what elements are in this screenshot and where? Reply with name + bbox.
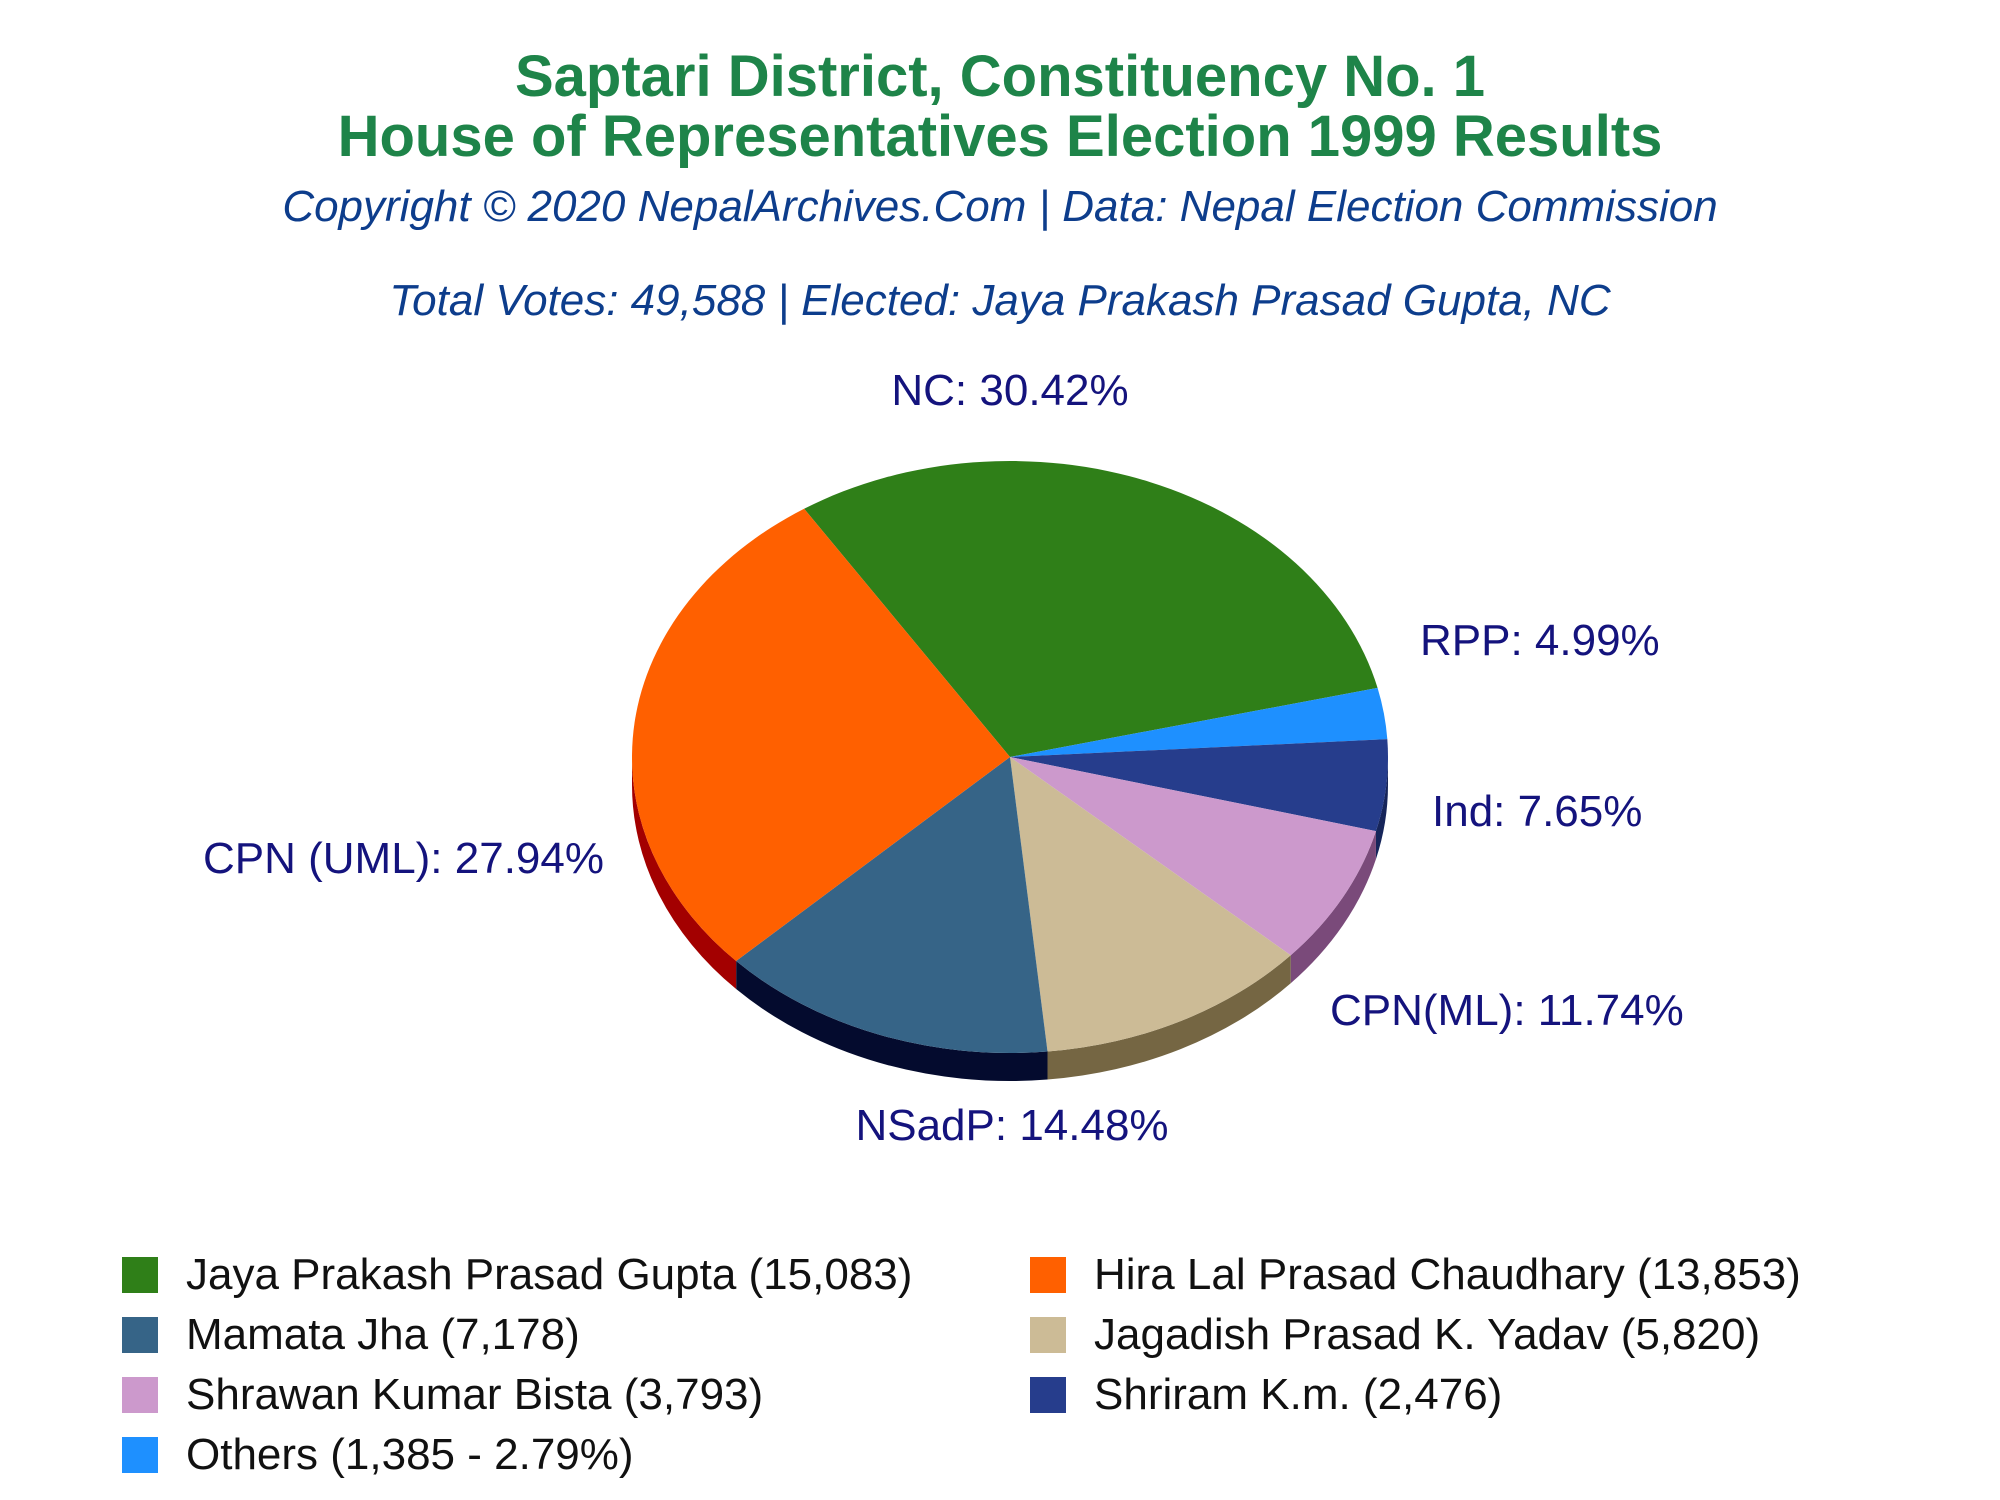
legend-label: Shrawan Kumar Bista (3,793) [186, 1370, 764, 1419]
legend-label: Others (1,385 - 2.79%) [186, 1430, 634, 1479]
pie-slice-cpn-ml- [1010, 757, 1291, 1052]
legend-label: Jagadish Prasad K. Yadav (5,820) [1094, 1310, 1761, 1359]
pie-label-layer: NC: 30.42% RPP: 4.99% Ind: 7.65% CPN(ML): 1… [203, 366, 1684, 1150]
legend-label: Mamata Jha (7,178) [186, 1310, 580, 1359]
pie-slice-rpp [1010, 739, 1388, 832]
legend-swatch [1030, 1257, 1066, 1293]
pie-label-nc: NC: 30.42% [891, 366, 1128, 415]
pie-slice-ind [1010, 757, 1376, 956]
copyright-text: Copyright © 2020 NepalArchives.Com | Dat… [282, 182, 1718, 231]
legend-swatch [122, 1317, 158, 1353]
total-votes-text: Total Votes: 49,588 | Elected: Jaya Prak… [389, 276, 1611, 325]
pie-side-nsadp [736, 961, 1048, 1081]
pie-label-cpn-uml-: CPN (UML): 27.94% [203, 834, 604, 883]
pie-side-layer [632, 757, 1388, 1081]
pie-slice-nc [804, 460, 1378, 757]
pie-side-cpn-uml- [632, 757, 737, 990]
chart-title-line-2: House of Representatives Election 1999 R… [337, 104, 1663, 169]
chart-title: Saptari District, Constituency No. 1 [514, 44, 1486, 109]
legend-label: Hira Lal Prasad Chaudhary (13,853) [1094, 1250, 1801, 1299]
legend-swatch [1030, 1317, 1066, 1353]
legend-swatch [122, 1437, 158, 1473]
pie-label-ind: Ind: 7.65% [1432, 787, 1642, 836]
pie-side-cpn-ml- [1047, 955, 1291, 1080]
pie-side-rpp [1375, 757, 1388, 860]
pie-slice-nsadp [736, 757, 1048, 1053]
pie-top-layer [632, 460, 1388, 1053]
pie-side-ind [1290, 831, 1376, 984]
pie-label-cpn-ml-: CPN(ML): 11.74% [1330, 986, 1684, 1035]
pie-label-rpp: RPP: 4.99% [1420, 616, 1660, 665]
legend-swatch [122, 1257, 158, 1293]
pie-slice-others [1010, 687, 1388, 757]
pie-label-nsadp: NSadP: 14.48% [855, 1101, 1168, 1150]
legend-label: Shriram K.m. (2,476) [1094, 1370, 1503, 1419]
legend-label: Jaya Prakash Prasad Gupta (15,083) [186, 1250, 913, 1299]
legend-swatch [1030, 1377, 1066, 1413]
legend-swatch [122, 1377, 158, 1413]
pie-slice-cpn-uml- [632, 508, 1010, 962]
